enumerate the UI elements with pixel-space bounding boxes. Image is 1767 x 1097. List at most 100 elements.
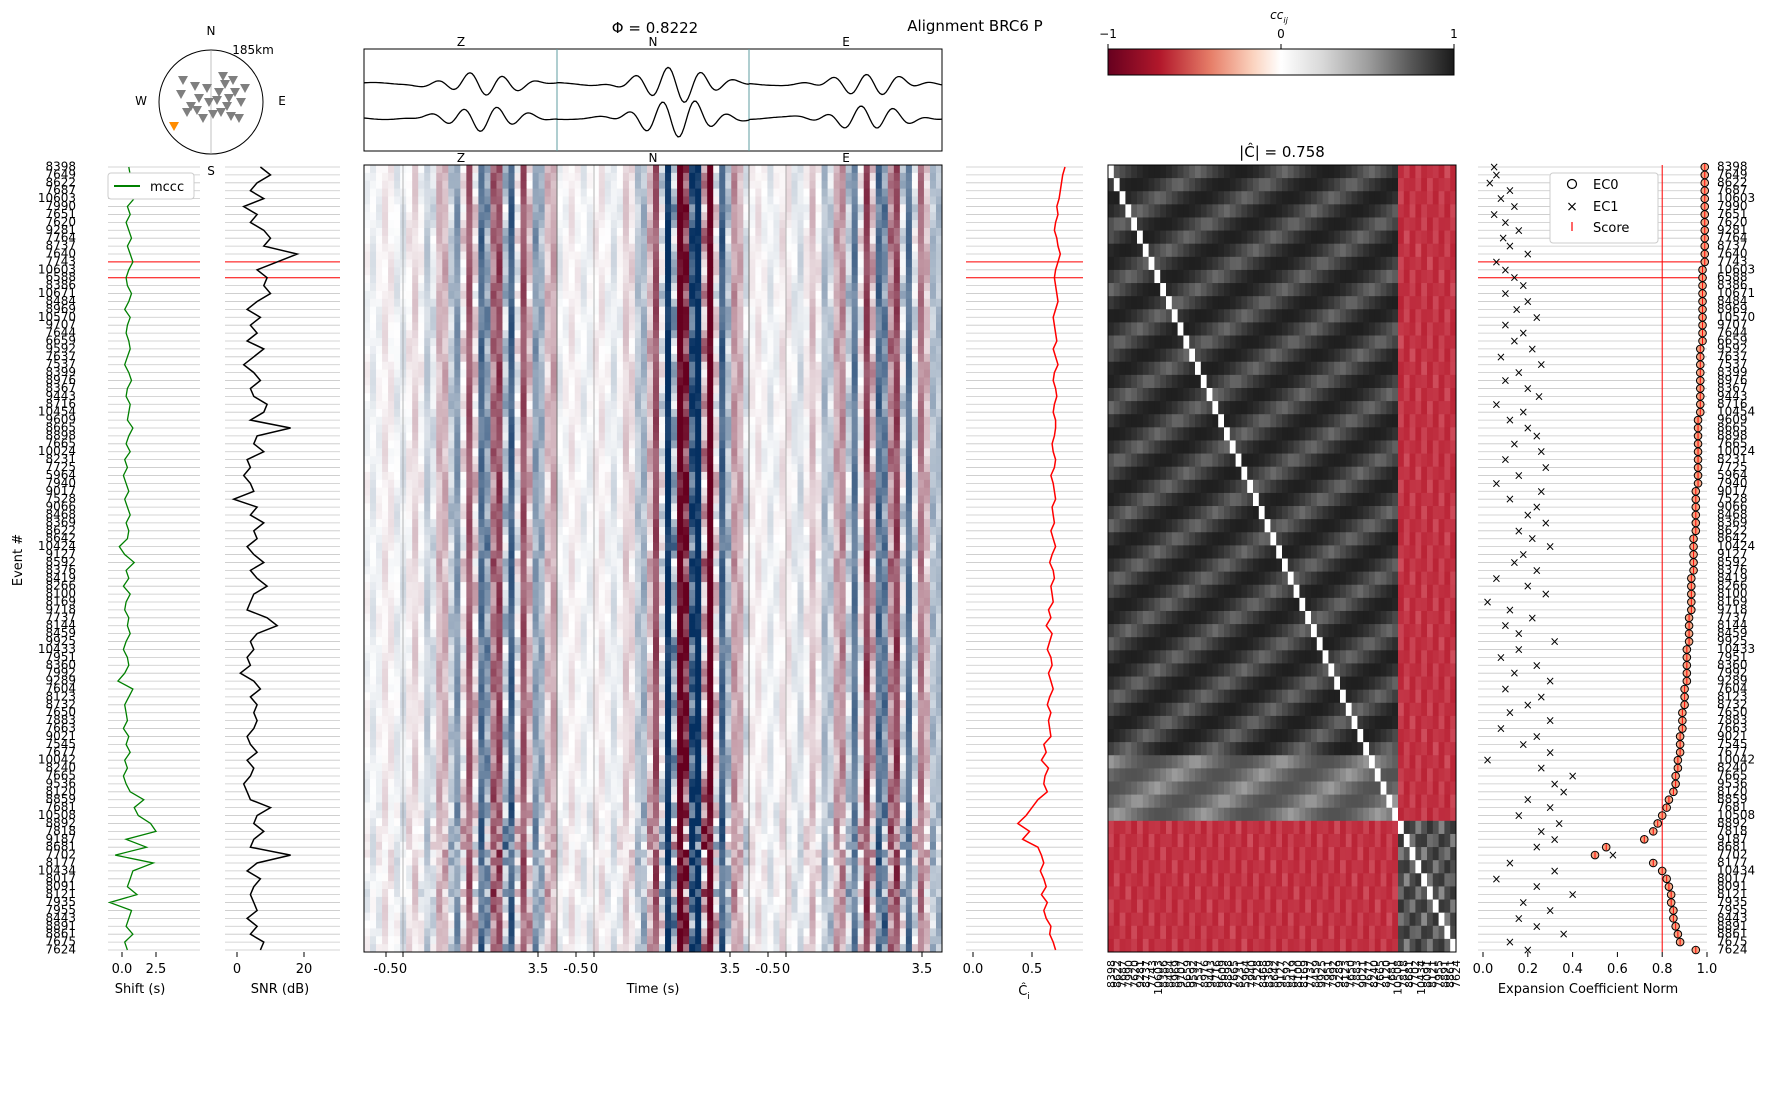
waveform-cell	[533, 519, 539, 527]
waveform-cell	[629, 440, 635, 448]
waveform-cell	[460, 425, 466, 433]
waveform-cell	[918, 196, 924, 204]
waveform-cell	[557, 417, 563, 425]
waveform-cell	[502, 354, 508, 362]
waveform-cell	[791, 228, 797, 236]
waveform-cell	[804, 189, 810, 197]
waveform-cell	[635, 220, 641, 228]
waveform-cell	[737, 220, 743, 228]
waveform-cell	[545, 417, 551, 425]
waveform-cell	[418, 409, 424, 417]
waveform-cell	[840, 496, 846, 504]
waveform-cell	[448, 370, 454, 378]
stack-trace-top	[364, 67, 942, 102]
waveform-cell	[617, 307, 623, 315]
waveform-cell	[539, 228, 545, 236]
waveform-cell	[918, 448, 924, 456]
waveform-cell	[388, 338, 394, 346]
waveform-cell	[490, 354, 496, 362]
waveform-cell	[767, 283, 773, 291]
waveform-cell	[701, 252, 707, 260]
waveform-cell	[551, 252, 557, 260]
waveform-cell	[864, 354, 870, 362]
waveform-cell	[761, 189, 767, 197]
waveform-cell	[412, 220, 418, 228]
waveform-cell	[490, 283, 496, 291]
waveform-cell	[683, 448, 689, 456]
waveform-cell	[695, 535, 701, 543]
waveform-cell	[430, 511, 436, 519]
waveform-cell	[677, 472, 683, 480]
waveform-cell	[906, 196, 912, 204]
waveform-cell	[761, 236, 767, 244]
waveform-cell	[876, 228, 882, 236]
waveform-cell	[647, 425, 653, 433]
waveform-cell	[749, 228, 755, 236]
waveform-cell	[713, 393, 719, 401]
waveform-cell	[864, 464, 870, 472]
waveform-cell	[629, 252, 635, 260]
waveform-cell	[822, 448, 828, 456]
waveform-cell	[894, 165, 900, 173]
waveform-cell	[394, 393, 400, 401]
waveform-cell	[882, 480, 888, 488]
waveform-cell	[882, 362, 888, 370]
waveform-cell	[864, 196, 870, 204]
waveform-cell	[587, 346, 593, 354]
waveform-cell	[466, 267, 472, 275]
waveform-cell	[804, 212, 810, 220]
shift-xlabel: Shift (s)	[115, 982, 166, 997]
waveform-cell	[761, 338, 767, 346]
waveform-cell	[731, 165, 737, 173]
waveform-cell	[502, 315, 508, 323]
waveform-cell	[689, 236, 695, 244]
waveform-cell	[569, 362, 575, 370]
waveform-cell	[894, 401, 900, 409]
waveform-cell	[563, 433, 569, 441]
waveform-cell	[490, 511, 496, 519]
waveform-cell	[412, 496, 418, 504]
waveform-cell	[888, 228, 894, 236]
waveform-cell	[545, 464, 551, 472]
waveform-cell	[629, 354, 635, 362]
waveform-cell	[828, 440, 834, 448]
waveform-cell	[731, 220, 737, 228]
waveform-cell	[647, 181, 653, 189]
waveform-cell	[900, 425, 906, 433]
waveform-cell	[539, 189, 545, 197]
waveform-cell	[846, 299, 852, 307]
waveform-cell	[478, 377, 484, 385]
waveform-cell	[466, 440, 472, 448]
waveform-cell	[424, 511, 430, 519]
waveform-cell	[521, 519, 527, 527]
waveform-cell	[515, 220, 521, 228]
waveform-cell	[406, 448, 412, 456]
waveform-cell	[563, 393, 569, 401]
waveform-cell	[460, 307, 466, 315]
waveform-cell	[466, 401, 472, 409]
waveform-cell	[810, 519, 816, 527]
waveform-cell	[695, 511, 701, 519]
waveform-cell	[906, 535, 912, 543]
waveform-cell	[852, 370, 858, 378]
waveform-cell	[846, 433, 852, 441]
waveform-cell	[521, 173, 527, 181]
waveform-cell	[581, 165, 587, 173]
waveform-cell	[581, 236, 587, 244]
waveform-cell	[804, 401, 810, 409]
waveform-cell	[834, 464, 840, 472]
waveform-cell	[822, 173, 828, 181]
waveform-cell	[545, 322, 551, 330]
waveform-cell	[521, 401, 527, 409]
waveform-cell	[533, 409, 539, 417]
waveform-cell	[695, 480, 701, 488]
waveform-cell	[569, 220, 575, 228]
waveform-cell	[466, 236, 472, 244]
waveform-cell	[749, 409, 755, 417]
waveform-cell	[587, 393, 593, 401]
waveform-cell	[563, 448, 569, 456]
waveform-cell	[460, 322, 466, 330]
stack-waveform-frame	[364, 49, 942, 151]
waveform-cell	[767, 503, 773, 511]
waveform-cell	[834, 165, 840, 173]
